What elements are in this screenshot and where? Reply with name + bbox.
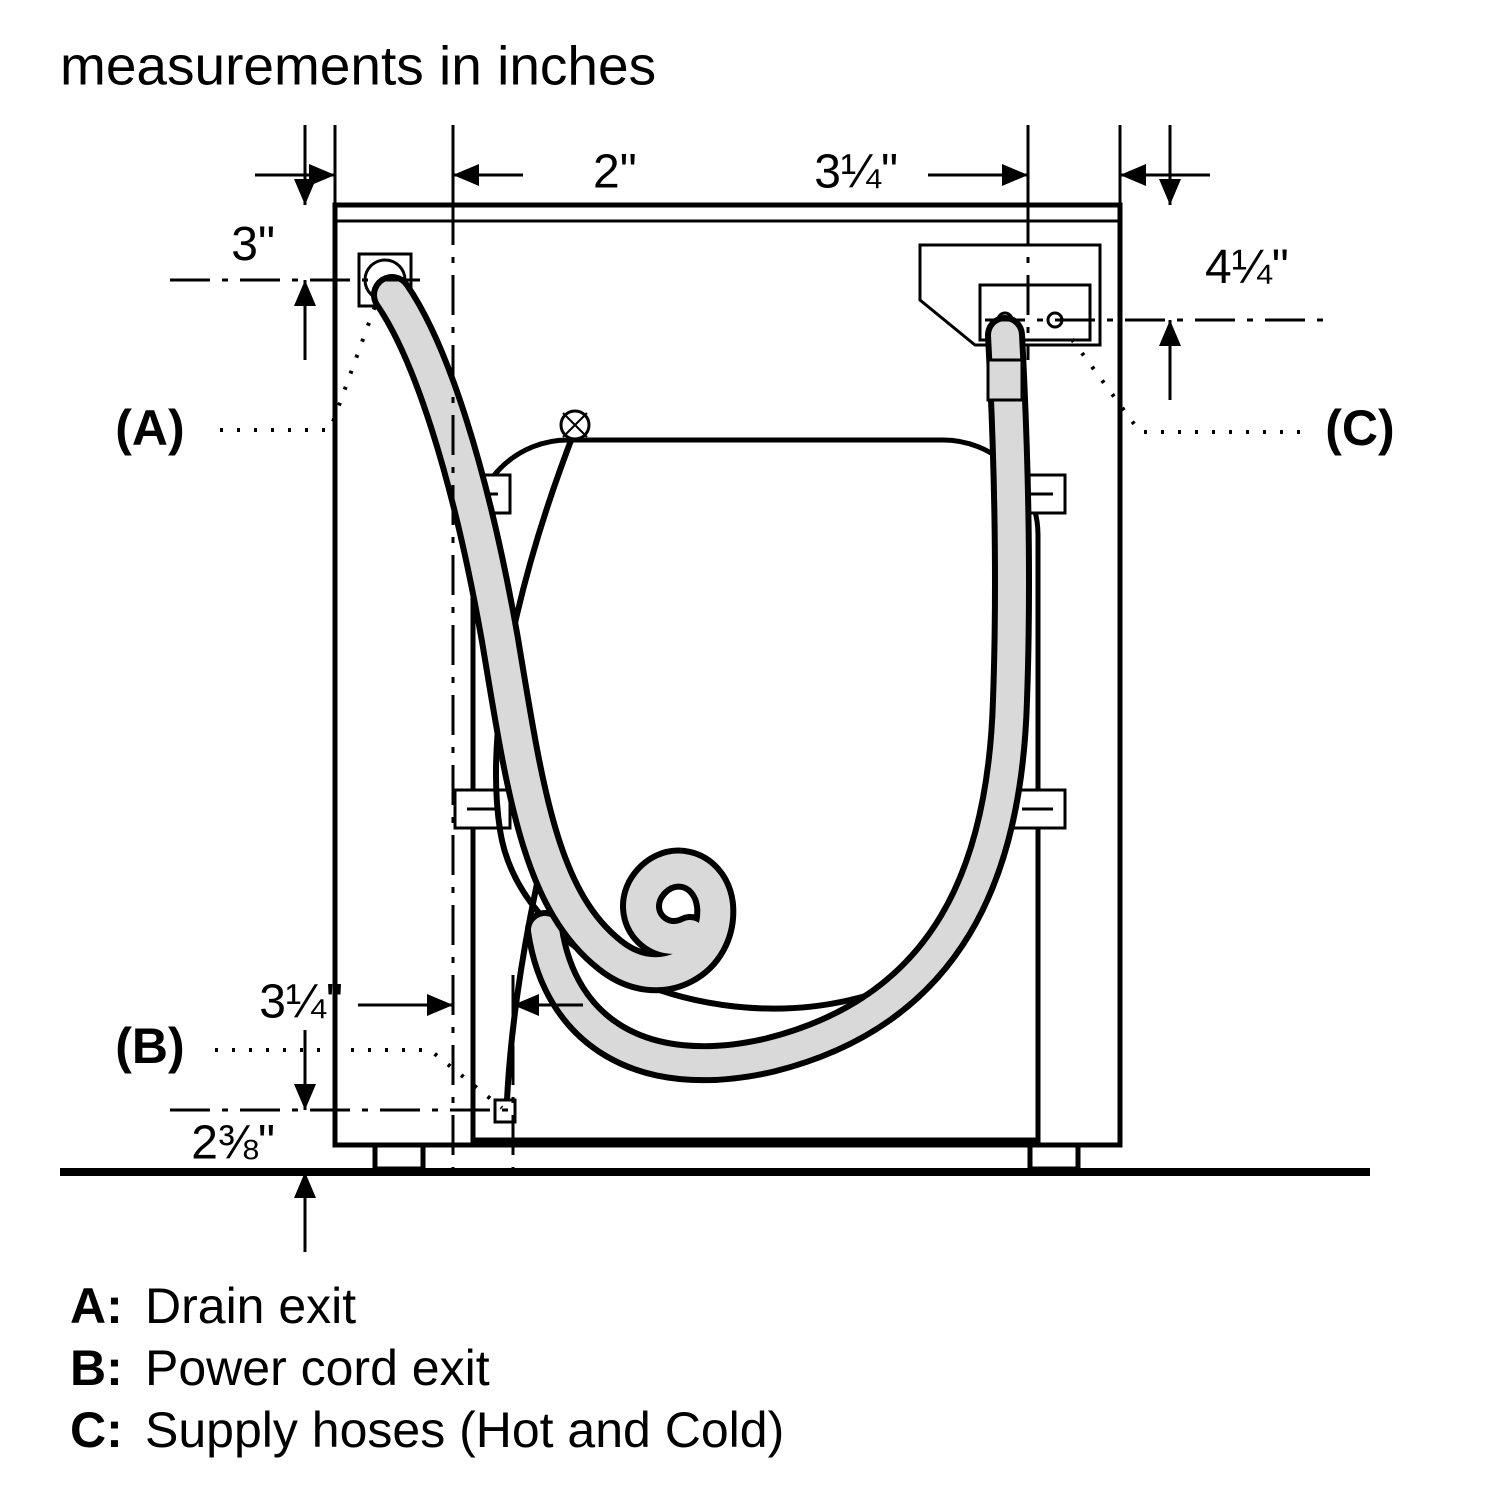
svg-text:C:: C: bbox=[70, 1402, 123, 1458]
svg-text:(C): (C) bbox=[1325, 400, 1394, 456]
diagram-root: measurements in inches 2" 3¼" 3" 4¼" 3¼" 2⅜" (A… bbox=[0, 0, 1500, 1500]
svg-text:2": 2" bbox=[593, 146, 637, 199]
svg-text:3¼": 3¼" bbox=[259, 976, 343, 1029]
svg-text:2⅜": 2⅜" bbox=[191, 1117, 275, 1170]
diagram-svg: measurements in inches 2" 3¼" 3" 4¼" 3¼" 2⅜" (A… bbox=[0, 0, 1500, 1500]
svg-text:3¼": 3¼" bbox=[814, 146, 898, 199]
svg-text:(A): (A) bbox=[115, 400, 184, 456]
svg-text:(B): (B) bbox=[115, 1018, 184, 1074]
svg-text:Power cord exit: Power cord exit bbox=[145, 1340, 490, 1396]
svg-text:4¼": 4¼" bbox=[1205, 241, 1289, 294]
svg-text:3": 3" bbox=[231, 218, 275, 271]
svg-text:Drain exit: Drain exit bbox=[145, 1278, 356, 1334]
svg-text:B:: B: bbox=[70, 1340, 123, 1396]
svg-text:A:: A: bbox=[70, 1278, 123, 1334]
svg-text:Supply hoses (Hot and Cold): Supply hoses (Hot and Cold) bbox=[145, 1402, 784, 1458]
svg-text:measurements in inches: measurements in inches bbox=[60, 35, 656, 97]
